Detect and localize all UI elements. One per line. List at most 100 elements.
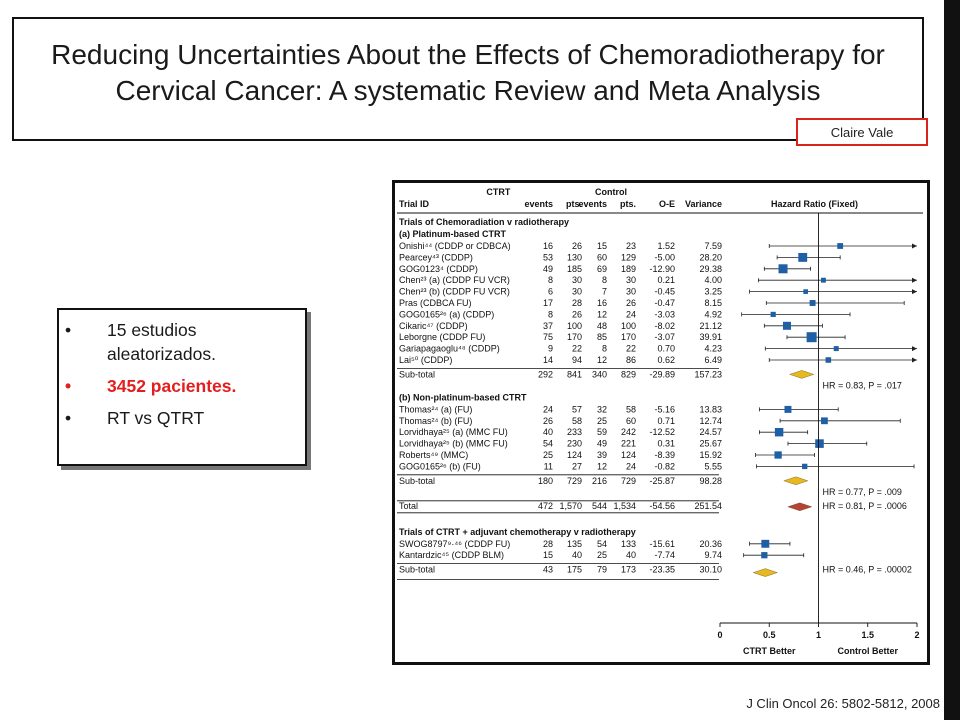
subtotal-label: Sub-total xyxy=(399,565,435,575)
right-edge-bar xyxy=(944,0,960,720)
trial-id-label: GOG0165²⁶ (b) (FU) xyxy=(399,461,481,471)
trial-ctrt-events: 24 xyxy=(543,404,553,414)
trial-id-label: SWOG8797⁹·⁴⁶ (CDDP FU) xyxy=(399,539,510,549)
x-axis-tick-label: 0 xyxy=(717,630,722,640)
trial-id-label: Gariapagaoglu⁴⁸ (CDDP) xyxy=(399,344,500,354)
section2-title: Trials of CTRT + adjuvant chemotherapy v… xyxy=(399,527,636,537)
trial-id-label: Onishi⁴⁴ (CDDP or CDBCA) xyxy=(399,241,511,251)
group-label: (a) Platinum-based CTRT xyxy=(399,229,507,239)
group-label: (b) Non-platinum-based CTRT xyxy=(399,392,527,402)
trial-id-label: Roberts⁴⁹ (MMC) xyxy=(399,450,468,460)
trial-ctrt-events: 54 xyxy=(543,439,553,449)
header-trial-id: Trial ID xyxy=(399,199,430,209)
section-title: Trials of Chemoradiation v radiotherapy xyxy=(399,217,569,227)
trial-id-label: Lorvidhaya²⁵ (a) (MMC FU) xyxy=(399,427,508,437)
trial-ctrt-events: 14 xyxy=(543,355,553,365)
hr-square xyxy=(784,405,792,413)
trial-control-events: 85 xyxy=(597,332,607,342)
trial-control-events: 49 xyxy=(597,439,607,449)
trial-id-label: GOG0165²⁶ (a) (CDDP) xyxy=(399,309,494,319)
trial-control-pts: 189 xyxy=(621,264,636,274)
hr-square xyxy=(782,321,791,330)
trial-control-pts: 24 xyxy=(626,309,636,319)
trial-oe: -3.07 xyxy=(654,332,675,342)
slide-title: Reducing Uncertainties About the Effects… xyxy=(51,39,885,106)
header-control-pts: pts. xyxy=(620,199,636,209)
trial-control-pts: 24 xyxy=(626,461,636,471)
hr-square xyxy=(821,417,828,425)
x-axis-tick-label: 2 xyxy=(914,630,919,640)
trial-variance: 9.74 xyxy=(704,550,722,560)
trial-ctrt-pts: 57 xyxy=(572,404,582,414)
hr-square xyxy=(802,463,808,470)
trial-variance: 8.15 xyxy=(704,298,722,308)
subtotal-control-pts: 829 xyxy=(621,369,636,379)
trial-control-pts: 100 xyxy=(621,321,636,331)
trial-control-pts: 221 xyxy=(621,439,636,449)
trial-ctrt-events: 16 xyxy=(543,241,553,251)
citation: J Clin Oncol 26: 5802-5812, 2008 xyxy=(746,696,940,711)
trial-variance: 20.36 xyxy=(699,539,722,549)
subtotal-diamond xyxy=(783,476,809,486)
trial-oe: -5.00 xyxy=(654,252,675,262)
trial-ctrt-pts: 58 xyxy=(572,416,582,426)
trial-oe: -12.90 xyxy=(649,264,675,274)
trial-oe: -15.61 xyxy=(649,539,675,549)
header-hazard-ratio: Hazard Ratio (Fixed) xyxy=(771,199,858,209)
subtotal-oe: -29.89 xyxy=(649,369,675,379)
trial-control-events: 12 xyxy=(597,355,607,365)
hr-square xyxy=(774,451,782,459)
bullet-patients: 3452 pacientes. xyxy=(59,374,305,398)
trial-oe: -0.45 xyxy=(654,287,675,297)
trial-oe: 0.70 xyxy=(657,344,675,354)
trial-control-pts: 26 xyxy=(626,298,636,308)
subtotal-hr-text: HR = 0.83, P = .017 xyxy=(823,380,902,390)
trial-control-events: 59 xyxy=(597,427,607,437)
trial-oe: -8.39 xyxy=(654,450,675,460)
hr-square xyxy=(803,289,809,294)
trial-ctrt-events: 26 xyxy=(543,416,553,426)
trial-ctrt-events: 17 xyxy=(543,298,553,308)
total-diamond xyxy=(787,502,813,512)
trial-variance: 4.23 xyxy=(704,344,722,354)
header-control-events: events xyxy=(578,199,607,209)
x-axis-tick-label: 1 xyxy=(816,630,821,640)
trial-control-events: 16 xyxy=(597,298,607,308)
x-axis-tick-label: 1.5 xyxy=(861,630,874,640)
trial-id-label: GOG0123⁴ (CDDP) xyxy=(399,264,478,274)
trial-id-label: Lai⁵⁰ (CDDP) xyxy=(399,355,452,365)
hr-square xyxy=(761,539,770,548)
bullet-studies: 15 estudios aleatorizados. xyxy=(59,318,305,366)
hr-square xyxy=(778,264,788,274)
hr-square xyxy=(833,346,839,352)
trial-ctrt-pts: 185 xyxy=(567,264,582,274)
trial-ctrt-pts: 26 xyxy=(572,309,582,319)
trial-ctrt-events: 37 xyxy=(543,321,553,331)
trial-ctrt-pts: 230 xyxy=(567,439,582,449)
subtotal-control-pts: 729 xyxy=(621,476,636,486)
trial-ctrt-events: 49 xyxy=(543,264,553,274)
subtotal-variance: 98.28 xyxy=(699,476,722,486)
trial-ctrt-pts: 130 xyxy=(567,252,582,262)
ci-arrow-right xyxy=(912,346,917,352)
trial-control-pts: 23 xyxy=(626,241,636,251)
subtotal3-oe: -23.35 xyxy=(649,565,675,575)
total-control-events: 544 xyxy=(592,501,607,511)
trial-ctrt-events: 9 xyxy=(548,344,553,354)
trial-variance: 13.83 xyxy=(699,404,722,414)
trial-variance: 39.91 xyxy=(699,332,722,342)
total-control-pts: 1,534 xyxy=(613,501,636,511)
hr-square xyxy=(820,277,826,283)
trial-ctrt-pts: 170 xyxy=(567,332,582,342)
header-oe: O-E xyxy=(659,199,675,209)
trial-id-label: Cikaric⁴⁷ (CDDP) xyxy=(399,321,468,331)
trial-control-events: 54 xyxy=(597,539,607,549)
trial-control-pts: 30 xyxy=(626,275,636,285)
total-ctrt-pts: 1,570 xyxy=(559,501,582,511)
bullet-box: 15 estudios aleatorizados. 3452 paciente… xyxy=(57,308,307,466)
subtotal-oe: -25.87 xyxy=(649,476,675,486)
trial-oe: 0.31 xyxy=(657,439,675,449)
trial-control-events: 69 xyxy=(597,264,607,274)
x-axis-tick-label: 0.5 xyxy=(763,630,776,640)
trial-oe: 0.21 xyxy=(657,275,675,285)
